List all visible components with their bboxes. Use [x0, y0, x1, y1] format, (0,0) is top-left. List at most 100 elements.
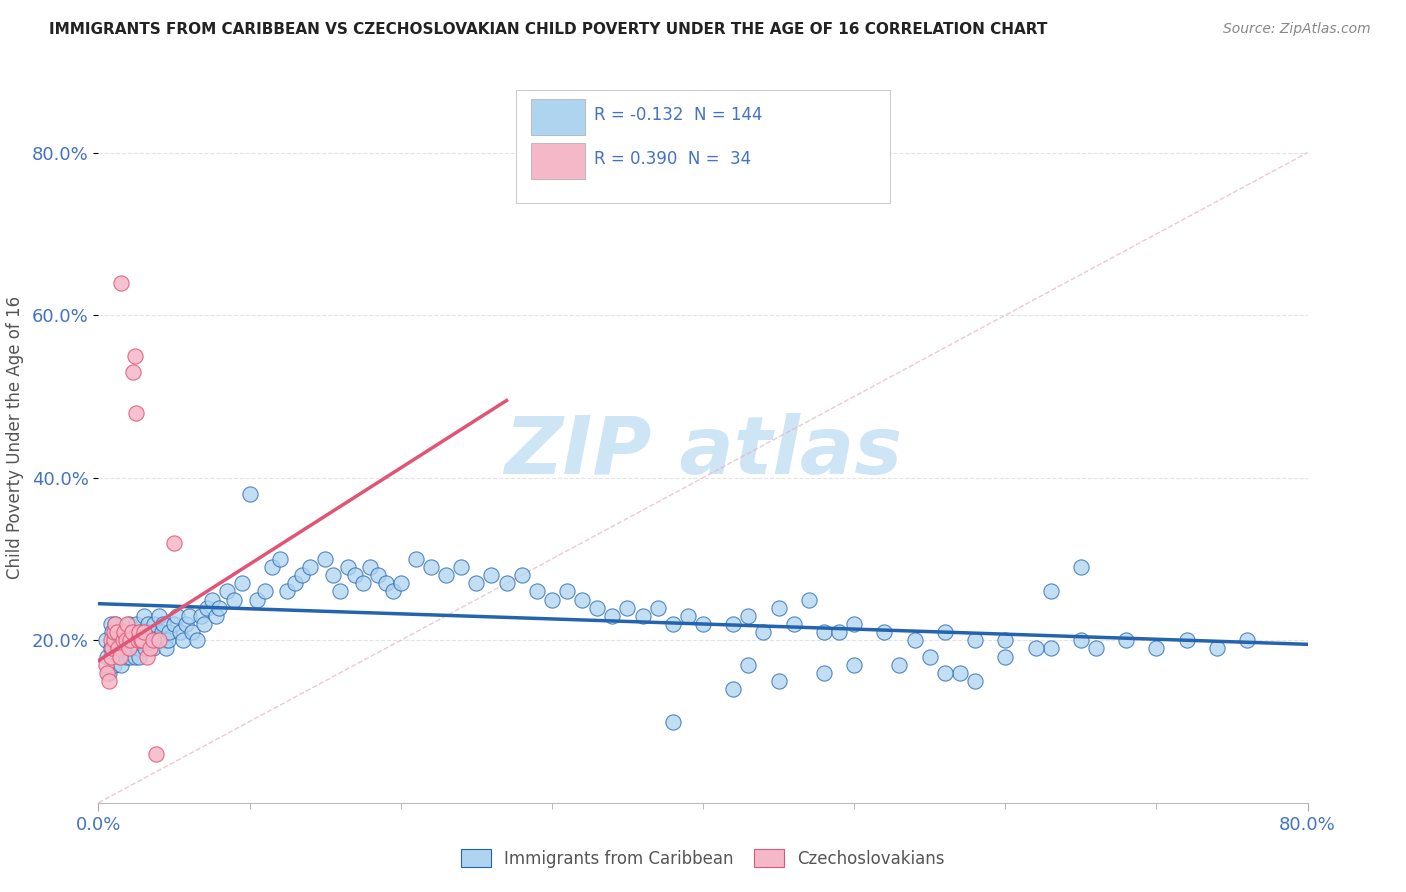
Point	[904, 633, 927, 648]
Point	[284, 576, 307, 591]
Point	[100, 649, 122, 664]
Point	[163, 535, 186, 549]
Point	[813, 665, 835, 680]
Point	[586, 600, 609, 615]
Point	[143, 617, 166, 632]
Point	[844, 617, 866, 632]
Point	[1070, 633, 1092, 648]
Point	[139, 625, 162, 640]
Point	[314, 552, 336, 566]
Text: Source: ZipAtlas.com: Source: ZipAtlas.com	[1223, 22, 1371, 37]
Point	[111, 633, 134, 648]
Point	[148, 608, 170, 623]
Point	[127, 633, 149, 648]
Point	[118, 633, 141, 648]
Point	[124, 649, 146, 664]
Point	[125, 406, 148, 420]
Legend: Immigrants from Caribbean, Czechoslovakians: Immigrants from Caribbean, Czechoslovaki…	[461, 849, 945, 868]
Point	[94, 657, 117, 672]
Point	[336, 560, 359, 574]
Point	[889, 657, 911, 672]
Point	[1206, 641, 1229, 656]
Point	[828, 625, 851, 640]
Point	[103, 625, 125, 640]
Point	[661, 714, 683, 729]
Point	[104, 617, 127, 632]
Point	[101, 625, 124, 640]
Point	[108, 649, 131, 664]
Point	[602, 608, 624, 623]
Point	[103, 633, 125, 648]
Point	[723, 681, 745, 696]
Point	[111, 641, 134, 656]
Point	[1236, 633, 1258, 648]
Point	[495, 576, 517, 591]
Point	[120, 633, 142, 648]
Point	[322, 568, 344, 582]
Point	[540, 592, 562, 607]
Point	[114, 633, 136, 648]
FancyBboxPatch shape	[516, 90, 890, 203]
Point	[360, 560, 382, 574]
Point	[112, 625, 135, 640]
Point	[1085, 641, 1108, 656]
Point	[752, 625, 775, 640]
Point	[231, 576, 253, 591]
Point	[676, 608, 699, 623]
Point	[737, 608, 759, 623]
Point	[132, 625, 155, 640]
Point	[1039, 641, 1062, 656]
Point	[205, 608, 228, 623]
Point	[195, 600, 218, 615]
Point	[374, 576, 396, 591]
Point	[100, 641, 122, 656]
FancyBboxPatch shape	[531, 143, 585, 179]
Point	[135, 633, 157, 648]
Point	[105, 625, 128, 640]
Point	[253, 584, 276, 599]
Point	[797, 592, 820, 607]
Point	[125, 617, 148, 632]
Point	[768, 600, 790, 615]
Point	[128, 625, 150, 640]
Point	[1039, 584, 1062, 599]
Point	[181, 625, 204, 640]
Point	[844, 657, 866, 672]
Point	[201, 592, 224, 607]
Point	[110, 276, 132, 290]
Point	[98, 665, 121, 680]
Point	[526, 584, 548, 599]
Point	[152, 617, 174, 632]
Point	[118, 617, 141, 632]
Point	[112, 625, 135, 640]
Point	[208, 600, 231, 615]
Point	[150, 625, 173, 640]
Point	[737, 657, 759, 672]
Point	[647, 600, 669, 615]
Point	[215, 584, 238, 599]
Point	[994, 633, 1017, 648]
Point	[949, 665, 972, 680]
Point	[692, 617, 714, 632]
Point	[129, 633, 152, 648]
Point	[142, 633, 165, 648]
Point	[96, 649, 118, 664]
Point	[382, 584, 405, 599]
Point	[121, 625, 143, 640]
Point	[122, 365, 145, 379]
Point	[344, 568, 367, 582]
Point	[555, 584, 578, 599]
Point	[110, 657, 132, 672]
Point	[166, 608, 188, 623]
Point	[125, 633, 148, 648]
Point	[103, 657, 125, 672]
Point	[291, 568, 314, 582]
Point	[145, 633, 167, 648]
FancyBboxPatch shape	[531, 99, 585, 135]
Point	[186, 633, 208, 648]
Point	[114, 649, 136, 664]
Y-axis label: Child Poverty Under the Age of 16: Child Poverty Under the Age of 16	[6, 295, 24, 579]
Point	[155, 641, 177, 656]
Point	[110, 633, 132, 648]
Point	[129, 625, 152, 640]
